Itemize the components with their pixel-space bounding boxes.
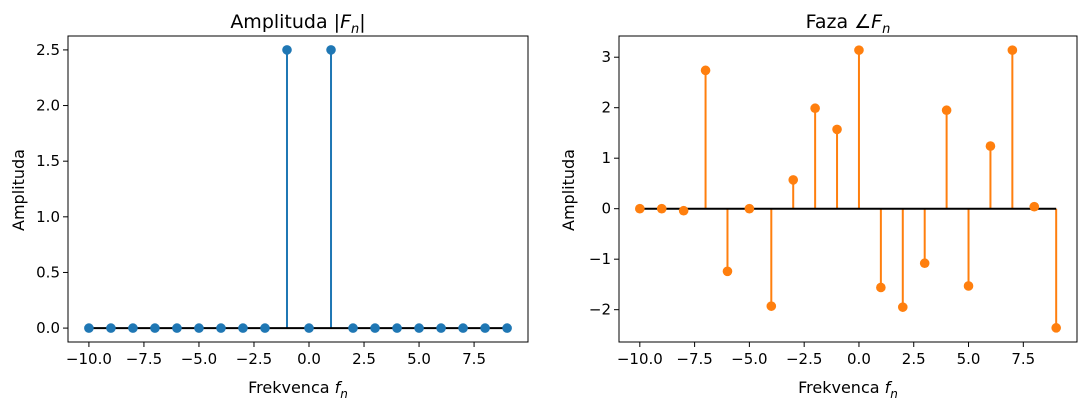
amplitude-chart-point [282, 45, 292, 55]
amplitude-chart-point [436, 323, 446, 333]
amplitude-chart-xtick-label: −10.0 [66, 350, 112, 368]
amplitude-chart-ylabel: Amplituda [9, 149, 28, 231]
amplitude-chart-ytick-label: 2.0 [36, 97, 60, 115]
amplitude-chart-point [348, 323, 358, 333]
phase-chart-point [1029, 201, 1040, 212]
phase-chart-xtick-label: 2.5 [902, 350, 926, 368]
amplitude-chart-point [106, 323, 116, 333]
amplitude-chart-frame [67, 35, 529, 343]
phase-chart-point [744, 203, 755, 214]
phase-chart-point [788, 175, 799, 185]
phase-chart-xtick-label: 5.0 [957, 350, 981, 368]
amplitude-chart-ytick-label: 0.5 [36, 263, 60, 281]
amplitude-chart-ytick-label: 1.5 [36, 152, 60, 170]
amplitude-chart-marks [84, 45, 512, 333]
phase-chart-xtick-label: −5.0 [731, 350, 767, 368]
phase-chart: Faza ∠Fn Frekvenca fn Amplituda −10.0 −7.… [559, 11, 1078, 401]
phase-chart-point [1007, 45, 1018, 55]
phase-chart-ytick-label: 1 [601, 149, 611, 167]
phase-chart-point [985, 141, 996, 151]
phase-chart-point [832, 124, 842, 135]
phase-chart-ytick-label: 3 [601, 48, 611, 66]
phase-chart-xtick-label: 7.5 [1011, 350, 1035, 368]
amplitude-chart-point [260, 323, 270, 333]
amplitude-chart-xtick-label: 2.5 [352, 350, 376, 368]
amplitude-chart-yticks: 0.0 0.5 1.0 1.5 2.0 2.5 [36, 41, 68, 337]
phase-chart-xticks: −10.0 −7.5 −5.0 −2.5 0.0 2.5 5.0 7.5 [617, 342, 1035, 368]
phase-chart-xtick-label: 0.0 [847, 350, 871, 368]
amplitude-chart-xtick-label: 7.5 [462, 350, 486, 368]
phase-chart-marks [635, 45, 1061, 333]
amplitude-chart-point [172, 323, 182, 333]
phase-chart-yticks: −2 −1 0 1 2 3 [589, 48, 619, 319]
phase-chart-point [810, 103, 820, 114]
amplitude-chart-point [194, 323, 204, 333]
phase-chart-xtick-label: −10.0 [617, 350, 663, 368]
phase-chart-point [700, 65, 711, 76]
amplitude-chart-title: Amplituda |Fn| [230, 11, 365, 37]
phase-chart-frame [618, 35, 1078, 343]
phase-chart-ylabel: Amplituda [559, 149, 578, 231]
amplitude-chart-point [326, 45, 336, 55]
amplitude-chart-point [216, 323, 226, 333]
phase-chart-point [897, 302, 908, 312]
amplitude-chart-ytick-label: 2.5 [36, 41, 60, 59]
amplitude-chart-point [150, 323, 160, 333]
amplitude-chart-xtick-label: 0.0 [297, 350, 321, 368]
amplitude-chart-point [502, 323, 512, 333]
phase-chart-xtick-label: −2.5 [786, 350, 822, 368]
amplitude-chart-xtick-label: −2.5 [236, 350, 272, 368]
phase-chart-point [919, 258, 930, 269]
amplitude-chart-point [414, 323, 424, 333]
amplitude-chart-point [370, 323, 380, 333]
phase-chart-point [941, 105, 952, 116]
phase-chart-point [876, 282, 886, 293]
amplitude-chart-xtick-label: −5.0 [181, 350, 217, 368]
amplitude-chart-point [392, 323, 402, 333]
phase-chart-ytick-label: −2 [589, 301, 611, 319]
phase-chart-point [766, 301, 777, 311]
phase-chart-ytick-label: −1 [589, 250, 611, 268]
amplitude-chart-ytick-label: 1.0 [36, 208, 60, 226]
phase-chart-point [854, 45, 864, 55]
phase-chart-ytick-label: 2 [601, 99, 611, 117]
phase-chart-point [678, 205, 689, 216]
phase-chart-point [656, 203, 667, 214]
phase-chart-xlabel: Frekvenca fn [798, 378, 898, 401]
phase-chart-point [963, 281, 974, 291]
amplitude-chart-point [128, 323, 138, 333]
phase-chart-point [1051, 323, 1061, 333]
amplitude-chart-point [238, 323, 248, 333]
amplitude-chart-ytick-label: 0.0 [36, 319, 60, 337]
phase-chart-xtick-label: −7.5 [676, 350, 712, 368]
amplitude-chart-xlabel: Frekvenca fn [248, 378, 348, 401]
amplitude-chart-point [480, 323, 490, 333]
phase-chart-title: Faza ∠Fn [806, 11, 891, 37]
amplitude-chart: Amplituda |Fn| Frekvenca fn Amplituda −1… [9, 11, 529, 401]
amplitude-chart-xticks: −10.0 −7.5 −5.0 −2.5 0.0 2.5 5.0 7.5 [66, 342, 486, 368]
amplitude-chart-xtick-label: −7.5 [126, 350, 162, 368]
amplitude-chart-point [458, 323, 468, 333]
amplitude-chart-point [304, 323, 314, 333]
phase-chart-point [722, 266, 733, 277]
phase-chart-ytick-label: 0 [601, 200, 611, 218]
amplitude-chart-point [84, 323, 94, 333]
amplitude-chart-xtick-label: 5.0 [407, 350, 431, 368]
phase-chart-point [635, 203, 645, 214]
